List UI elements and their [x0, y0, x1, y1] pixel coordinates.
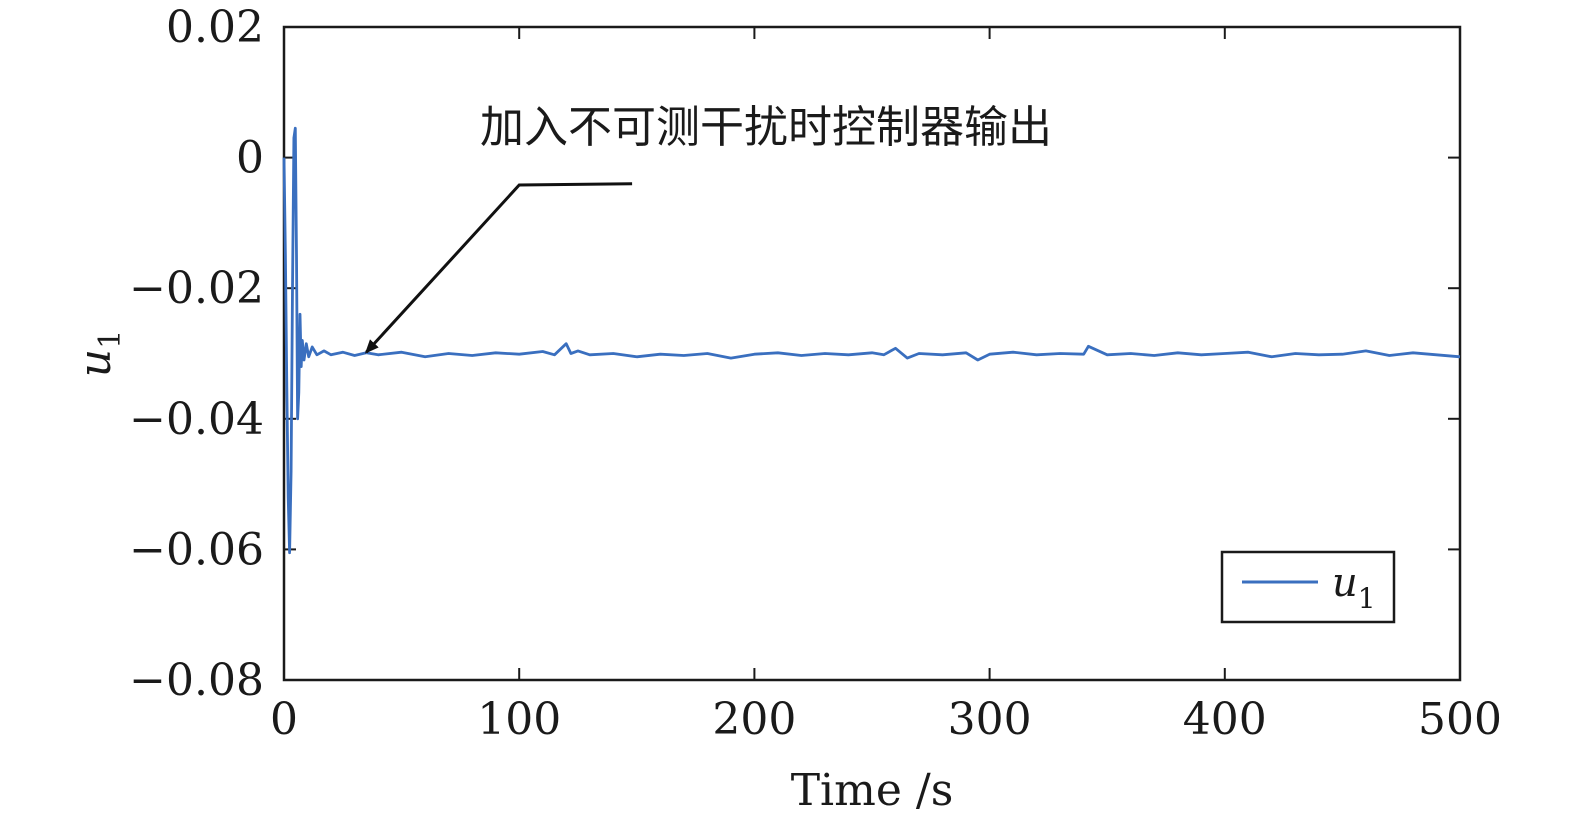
x-tick-label: 0	[270, 694, 298, 745]
annotation-layer: 加入不可测干扰时控制器输出	[364, 102, 1052, 354]
x-tick-label: 300	[948, 694, 1032, 745]
y-tick-label: −0.06	[129, 524, 264, 575]
x-tick-label: 200	[712, 694, 796, 745]
series-layer	[282, 126, 1461, 555]
annotation-arrow	[364, 182, 633, 354]
y-tick-label: −0.02	[129, 263, 264, 314]
y-tick-label: 0	[236, 133, 264, 184]
legend-label-u1: u1	[1332, 560, 1376, 615]
y-tick-label: −0.04	[129, 394, 264, 445]
y-axis-title: u1	[70, 330, 128, 377]
axes-layer: 0 100 200 300 400 500 0.02 0 −0.02 −0.04 −0.06 −0.0…	[70, 2, 1502, 816]
y-tick-label: 0.02	[166, 2, 264, 53]
y-tick-label: −0.08	[129, 655, 264, 706]
legend-box	[1220, 550, 1396, 624]
x-tick-label: 500	[1418, 694, 1502, 745]
legend-layer: u1	[1220, 550, 1396, 624]
x-tick-label: 400	[1183, 694, 1267, 745]
x-tick-label: 100	[477, 694, 561, 745]
plot-frame	[282, 25, 1462, 682]
annotation-text: 加入不可测干扰时控制器输出	[480, 102, 1052, 153]
x-axis-title: Time /s	[791, 765, 954, 816]
series-line-u1	[282, 126, 1461, 555]
